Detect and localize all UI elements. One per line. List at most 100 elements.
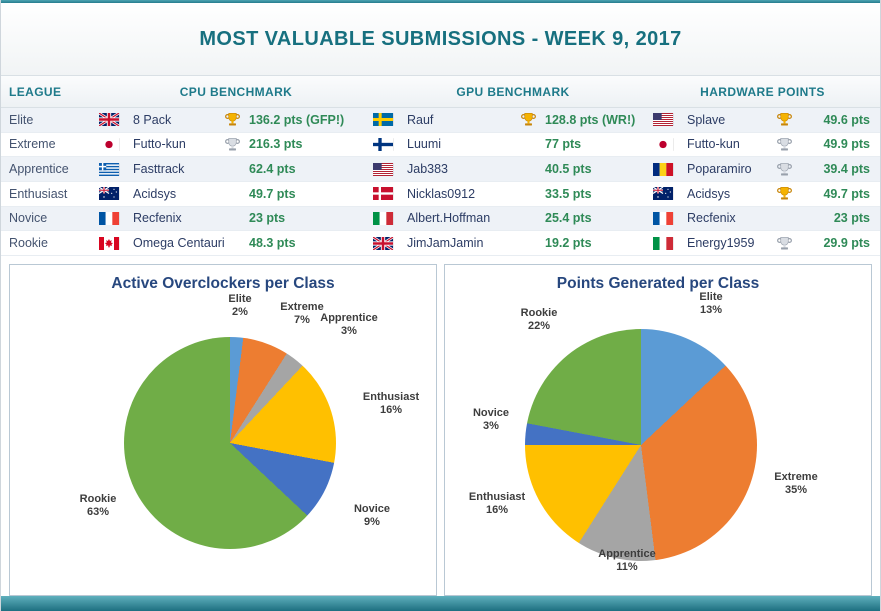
pie-label-percent: 13%: [699, 304, 723, 317]
pie-label-category: Apprentice: [598, 548, 656, 560]
hw-points: 49.7 pts: [823, 186, 870, 201]
pie-label: Enthusiast 16%: [469, 491, 525, 517]
gpu-user-name: Nicklas0912: [407, 186, 476, 201]
country-flag-icon: [373, 211, 407, 225]
country-flag-icon: [373, 236, 407, 250]
hw-user-name: Recfenix: [687, 211, 736, 226]
country-flag-icon: [99, 236, 133, 250]
cpu-points: 216.3 pts: [249, 137, 303, 152]
hw-user-name: Energy1959: [687, 236, 755, 251]
gpu-user-name: JimJamJamin: [407, 236, 484, 251]
country-flag-icon: [373, 162, 407, 176]
gpu-user-name: Albert.Hoffman: [407, 211, 491, 226]
country-flag-icon: [99, 162, 133, 176]
hw-points: 49.9 pts: [823, 137, 870, 152]
trophy-icon: [777, 137, 801, 152]
gpu-points: 128.8 pts (WR!): [545, 112, 636, 127]
table-row: Elite 8 Pack 136.2 pts (GFP!) Rauf 128.8…: [1, 108, 880, 133]
trophy-icon: [521, 112, 545, 127]
league-name: Elite: [9, 112, 34, 127]
pie-label-category: Elite: [699, 291, 723, 303]
gpu-user-name: Luumi: [407, 137, 442, 152]
hw-points: 49.6 pts: [823, 112, 870, 127]
country-flag-icon: [653, 137, 687, 151]
country-flag-icon: [99, 187, 133, 201]
cpu-user-name: Omega Centauri: [133, 236, 225, 251]
column-header-gpu-benchmark: GPU BENCHMARK: [456, 84, 570, 99]
cpu-user-name: Fasttrack: [133, 162, 185, 177]
hw-points: 29.9 pts: [823, 236, 870, 251]
table-header: LEAGUE CPU BENCHMARK GPU BENCHMARK HARDW…: [1, 76, 880, 108]
page-header: MOST VALUABLE SUBMISSIONS - WEEK 9, 2017: [1, 3, 880, 76]
table-row: Enthusiast Acidsys 49.7 pts Nicklas0912 …: [1, 182, 880, 207]
league-name: Enthusiast: [9, 186, 68, 201]
pie-label-category: Extreme: [280, 301, 324, 313]
pie-label-percent: 9%: [364, 516, 380, 529]
column-header-cpu-benchmark: CPU BENCHMARK: [179, 84, 293, 99]
pie-label: Enthusiast 16%: [363, 391, 419, 417]
pie-label: Apprentice 11%: [598, 548, 655, 574]
column-header-league: LEAGUE: [9, 84, 62, 99]
trophy-icon: [777, 186, 801, 201]
league-name: Rookie: [9, 236, 48, 251]
trophy-icon: [777, 162, 801, 177]
pie-label-category: Apprentice: [320, 312, 378, 324]
hw-user-name: Poparamiro: [687, 162, 752, 177]
cpu-points: 23 pts: [249, 211, 286, 226]
pie-label-percent: 3%: [341, 325, 357, 338]
trophy-icon: [777, 112, 801, 127]
hw-points: 23 pts: [833, 211, 870, 226]
country-flag-icon: [373, 113, 407, 127]
chart-active-overclockers: Active Overclockers per Class Elite 2% Ex…: [9, 264, 437, 596]
chart-points-generated: Points Generated per Class Elite 13% Extr…: [444, 264, 872, 596]
pie-label-percent: 16%: [379, 404, 403, 417]
country-flag-icon: [653, 162, 687, 176]
pie-label-percent: 11%: [616, 561, 638, 574]
hw-user-name: Acidsys: [687, 186, 731, 201]
country-flag-icon: [99, 211, 133, 225]
country-flag-icon: [653, 187, 687, 201]
cpu-points: 136.2 pts (GFP!): [249, 112, 345, 127]
page-title: MOST VALUABLE SUBMISSIONS - WEEK 9, 2017: [199, 28, 682, 50]
pie-label: Apprentice 3%: [320, 312, 377, 338]
pie-label-percent: 16%: [485, 504, 509, 517]
cpu-user-name: Acidsys: [133, 186, 177, 201]
trophy-icon: [777, 236, 801, 251]
pie-label-percent: 35%: [784, 484, 808, 497]
pie-chart: [525, 329, 757, 561]
cpu-user-name: Futto-kun: [133, 137, 186, 152]
cpu-points: 48.3 pts: [249, 236, 296, 251]
pie-label-category: Novice: [353, 503, 391, 515]
hw-points: 39.4 pts: [823, 162, 870, 177]
trophy-icon: [225, 137, 249, 152]
pie-label-percent: 3%: [483, 420, 499, 433]
pie-label: Elite 13%: [699, 291, 722, 317]
cpu-user-name: Recfenix: [133, 211, 182, 226]
top-accent-bar: [1, 0, 880, 3]
pie-label-category: Rookie: [520, 307, 558, 319]
pie-label-percent: 63%: [86, 506, 110, 519]
country-flag-icon: [653, 113, 687, 127]
pie-label-category: Extreme: [774, 471, 818, 483]
country-flag-icon: [653, 211, 687, 225]
gpu-points: 40.5 pts: [545, 162, 592, 177]
pie-label-category: Elite: [228, 293, 252, 305]
country-flag-icon: [99, 113, 133, 127]
pie-chart: [124, 337, 336, 549]
cpu-points: 62.4 pts: [249, 162, 296, 177]
gpu-points: 33.5 pts: [545, 186, 592, 201]
league-name: Novice: [9, 211, 48, 226]
pie-label-category: Novice: [472, 407, 510, 419]
country-flag-icon: [373, 187, 407, 201]
pie-label: Elite 2%: [228, 293, 251, 319]
bottom-bar: [1, 596, 880, 611]
chart-title: Points Generated per Class: [556, 275, 760, 292]
table-row: Novice Recfenix 23 pts Albert.Hoffman 25…: [1, 206, 880, 232]
pie-label: Rookie 22%: [521, 307, 558, 333]
column-header-hardware-points: HARDWARE POINTS: [700, 84, 825, 99]
country-flag-icon: [99, 137, 133, 151]
pie-label-percent: 7%: [294, 314, 310, 327]
pie-label-percent: 2%: [232, 306, 248, 319]
table-row: Apprentice Fasttrack 62.4 pts Jab383 40.…: [1, 157, 880, 182]
pie-label-category: Enthusiast: [468, 491, 526, 503]
